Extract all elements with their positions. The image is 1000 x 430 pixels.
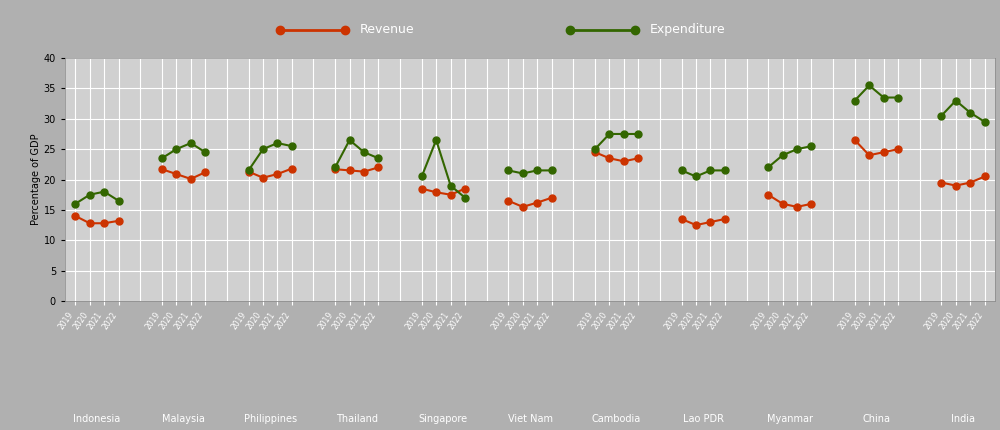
Text: Viet Nam: Viet Nam xyxy=(508,414,552,424)
Text: Singapore: Singapore xyxy=(419,414,468,424)
Text: Cambodia: Cambodia xyxy=(592,414,641,424)
Text: Indonesia: Indonesia xyxy=(73,414,121,424)
Text: Expenditure: Expenditure xyxy=(650,23,726,36)
Text: Malaysia: Malaysia xyxy=(162,414,205,424)
Text: Revenue: Revenue xyxy=(360,23,415,36)
Text: Lao PDR: Lao PDR xyxy=(683,414,724,424)
Y-axis label: Percentage of GDP: Percentage of GDP xyxy=(31,134,41,225)
Text: India: India xyxy=(951,414,975,424)
Text: Philippines: Philippines xyxy=(244,414,297,424)
Text: Myanmar: Myanmar xyxy=(767,414,813,424)
Text: Thailand: Thailand xyxy=(336,414,378,424)
Text: China: China xyxy=(862,414,890,424)
